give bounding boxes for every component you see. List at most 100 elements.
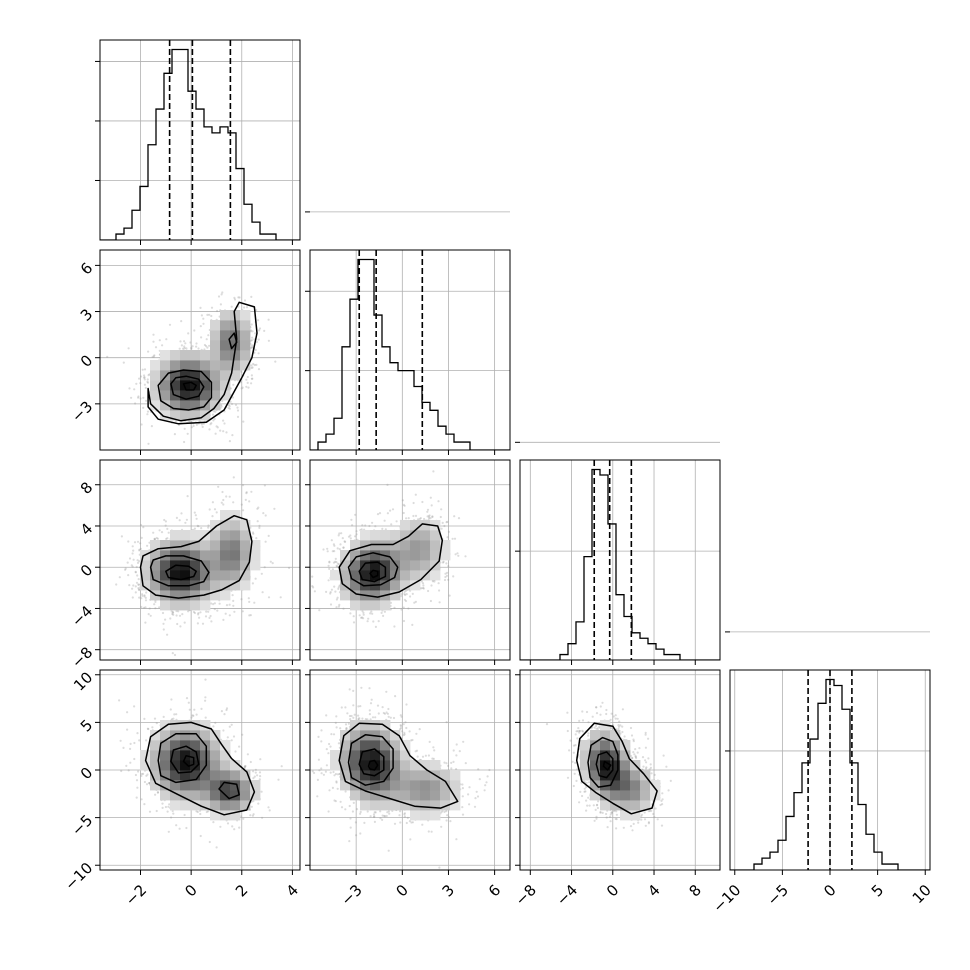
scatter-point xyxy=(216,609,219,612)
scatter-point xyxy=(457,517,461,520)
density-cell xyxy=(180,370,191,381)
density-cell xyxy=(190,550,201,561)
y-tick-label: −4 xyxy=(68,602,96,630)
density-layer xyxy=(106,291,277,445)
density-cell xyxy=(370,570,381,581)
scatter-point xyxy=(431,580,434,583)
scatter-point xyxy=(183,345,186,348)
scatter-point xyxy=(326,547,329,550)
scatter-point xyxy=(439,515,442,519)
scatter-point xyxy=(254,332,257,335)
scatter-point xyxy=(137,588,140,591)
scatter-point xyxy=(165,338,168,341)
density-cell xyxy=(190,530,201,541)
scatter-point xyxy=(267,534,270,538)
scatter-point xyxy=(136,561,140,565)
scatter-point xyxy=(130,396,133,399)
scatter-point xyxy=(366,620,369,623)
scatter-point xyxy=(349,612,352,615)
density-cell xyxy=(170,530,181,541)
scatter-point xyxy=(412,514,415,518)
scatter-point xyxy=(338,563,341,566)
density-cell xyxy=(340,570,351,581)
scatter-point xyxy=(400,608,403,611)
scatter-point xyxy=(391,508,395,511)
scatter-point xyxy=(251,344,254,347)
scatter-point xyxy=(260,572,263,575)
scatter-point xyxy=(142,396,145,399)
scatter-point xyxy=(180,512,183,515)
density-cell xyxy=(240,320,251,331)
scatter-point xyxy=(201,622,205,625)
scatter-point xyxy=(147,350,150,353)
scatter-point xyxy=(132,584,135,587)
density-cell xyxy=(220,360,231,371)
scatter-point xyxy=(361,524,364,527)
scatter-point xyxy=(214,410,217,413)
scatter-point xyxy=(145,399,148,402)
scatter-point xyxy=(445,562,448,565)
scatter-point xyxy=(452,575,455,578)
scatter-point xyxy=(148,607,151,610)
scatter-point xyxy=(454,553,457,556)
density-cell xyxy=(210,350,221,361)
panel-frame xyxy=(99,459,301,661)
scatter-point xyxy=(211,501,214,504)
density-cell xyxy=(200,580,211,591)
density-cell xyxy=(210,390,221,401)
contour-line xyxy=(170,375,205,400)
density-cell xyxy=(400,580,411,591)
scatter-point xyxy=(230,305,233,308)
density-cell xyxy=(200,390,211,401)
density-cell xyxy=(390,530,401,541)
scatter-point xyxy=(333,544,336,547)
scatter-point xyxy=(255,363,258,366)
scatter-point xyxy=(251,582,254,585)
scatter-point xyxy=(372,620,375,623)
density-cell xyxy=(360,540,371,551)
scatter-point xyxy=(189,341,192,344)
density-cell xyxy=(190,370,201,381)
scatter-point xyxy=(202,322,205,325)
scatter-point xyxy=(138,596,141,599)
scatter-point xyxy=(191,345,194,348)
scatter-point xyxy=(329,592,332,595)
scatter-point xyxy=(222,618,225,622)
scatter-point xyxy=(180,320,183,323)
scatter-point xyxy=(124,568,127,571)
scatter-point xyxy=(179,340,182,343)
scatter-point xyxy=(222,503,225,506)
scatter-point xyxy=(327,579,330,582)
scatter-point xyxy=(137,583,140,586)
y-tick-label: −8 xyxy=(68,643,96,671)
density-cell xyxy=(170,380,181,391)
scatter-point xyxy=(183,340,186,343)
density-cell xyxy=(180,550,191,561)
density-cell xyxy=(220,350,231,361)
scatter-point xyxy=(238,296,241,299)
scatter-point xyxy=(211,413,215,416)
scatter-point xyxy=(252,532,255,535)
scatter-point xyxy=(426,515,429,518)
scatter-point xyxy=(152,333,155,336)
scatter-point xyxy=(360,528,363,531)
scatter-point xyxy=(209,423,212,426)
scatter-point xyxy=(153,537,156,541)
scatter-point xyxy=(212,419,215,422)
scatter-point xyxy=(334,590,337,593)
scatter-point xyxy=(140,536,143,540)
scatter-point xyxy=(236,415,240,418)
density-cell xyxy=(170,540,181,551)
density-cell xyxy=(150,580,161,591)
scatter-point xyxy=(173,653,177,657)
scatter-point xyxy=(332,561,336,564)
scatter-point xyxy=(263,484,266,487)
scatter-point xyxy=(180,344,183,347)
density-cell xyxy=(210,340,221,351)
scatter-point xyxy=(245,492,248,495)
scatter-point xyxy=(225,495,228,498)
scatter-point xyxy=(250,374,253,377)
scatter-point xyxy=(176,622,179,626)
density-cell xyxy=(210,520,221,531)
density-cell xyxy=(220,320,231,331)
